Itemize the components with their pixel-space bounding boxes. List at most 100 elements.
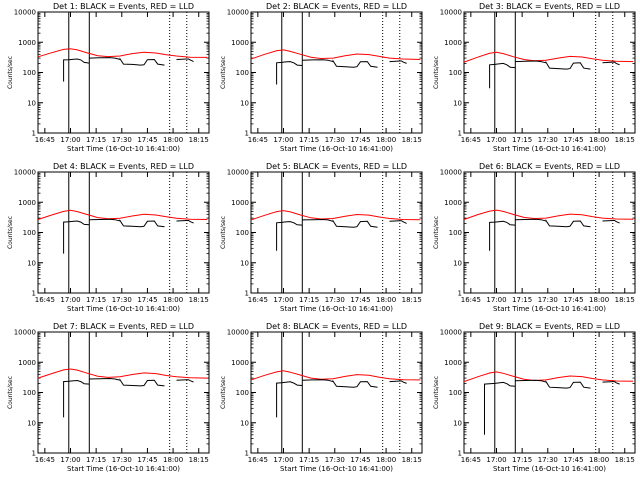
x-tick-label: 17:00 [273,136,293,144]
x-tick-label: 17:30 [538,136,558,144]
y-tick-label: 1 [32,290,36,298]
y-tick-label: 1 [245,290,249,298]
x-tick-label: 18:00 [376,136,396,144]
panel-title: Det 9: BLACK = Events, RED = LLD [479,322,620,331]
y-tick-label: 10000 [14,9,36,17]
events-series-line [63,57,194,82]
x-axis-label: Start Time (16-Oct-10 16:41:00) [493,145,606,153]
panel-title: Det 8: BLACK = Events, RED = LLD [266,322,407,331]
panel-title: Det 7: BLACK = Events, RED = LLD [53,322,194,331]
y-tick-label: 1 [458,290,462,298]
detector-panel: Det 5: BLACK = Events, RED = LLD 1 10 100 10… [220,162,423,313]
x-tick-label: 18:00 [163,296,183,304]
y-tick-label: 10000 [14,169,36,177]
x-tick-label: 17:00 [273,296,293,304]
events-series-line [489,60,620,89]
detector-panel: Det 3: BLACK = Events, RED = LLD 1 10 100 10… [433,2,636,153]
y-tick-label: 10 [27,99,36,107]
x-tick-label: 18:15 [402,136,422,144]
x-tick-label: 17:15 [512,136,532,144]
x-axis-label: Start Time (16-Oct-10 16:41:00) [67,305,180,313]
lld-series-line [250,49,421,60]
x-tick-label: 16:45 [248,296,268,304]
y-tick-label: 10000 [440,9,462,17]
y-tick-label: 1000 [231,199,249,207]
events-series-line [276,59,407,85]
x-tick-label: 17:45 [350,456,370,464]
x-tick-label: 16:45 [461,456,481,464]
x-tick-label: 17:30 [112,136,132,144]
plot-frame [463,331,636,454]
x-axis-label: Start Time (16-Oct-10 16:41:00) [493,305,606,313]
x-tick-label: 17:45 [563,456,583,464]
detector-panel: Det 8: BLACK = Events, RED = LLD 1 10 100 10… [220,322,423,473]
x-tick-label: 17:15 [86,456,106,464]
x-axis-label: Start Time (16-Oct-10 16:41:00) [493,465,606,473]
y-tick-label: 1 [245,450,249,458]
events-series-line [276,218,407,251]
y-axis-label: Counts/sec [7,56,14,89]
x-tick-label: 18:00 [163,456,183,464]
y-tick-label: 10 [453,259,462,267]
x-axis-label: Start Time (16-Oct-10 16:41:00) [280,305,393,313]
x-tick-label: 17:45 [563,136,583,144]
x-tick-label: 18:15 [189,136,209,144]
x-tick-label: 16:45 [35,136,55,144]
x-tick-label: 17:00 [486,456,506,464]
events-series-line [489,218,620,251]
y-tick-label: 10000 [227,169,249,177]
y-tick-label: 100 [23,229,36,237]
detector-panel: Det 9: BLACK = Events, RED = LLD 1 10 100 10… [433,322,636,473]
y-tick-label: 10 [27,259,36,267]
x-tick-label: 17:15 [299,456,319,464]
y-tick-label: 1000 [231,359,249,367]
y-tick-label: 10 [453,419,462,427]
events-series-line [63,377,194,418]
detector-panel: Det 6: BLACK = Events, RED = LLD 1 10 100 10… [433,162,636,313]
x-tick-label: 17:15 [86,296,106,304]
panel-title: Det 4: BLACK = Events, RED = LLD [53,162,194,171]
x-tick-label: 17:30 [325,456,345,464]
y-tick-label: 1 [245,130,249,138]
x-tick-label: 17:00 [60,136,80,144]
y-tick-label: 10 [240,419,249,427]
y-tick-label: 10 [240,259,249,267]
y-tick-label: 1000 [18,359,36,367]
y-tick-label: 10000 [227,9,249,17]
x-tick-label: 18:00 [589,296,609,304]
y-tick-label: 1 [32,450,36,458]
x-tick-label: 17:45 [563,296,583,304]
y-tick-label: 100 [236,229,249,237]
x-tick-label: 17:15 [299,136,319,144]
y-tick-label: 10000 [227,329,249,337]
y-tick-label: 100 [449,389,462,397]
x-tick-label: 16:45 [35,296,55,304]
x-tick-label: 18:15 [189,296,209,304]
y-tick-label: 1000 [231,39,249,47]
x-tick-label: 16:45 [248,136,268,144]
lld-series-line [37,368,208,379]
panel-title: Det 6: BLACK = Events, RED = LLD [479,162,620,171]
panel-title: Det 2: BLACK = Events, RED = LLD [266,2,407,11]
events-series-line [276,379,407,418]
x-tick-label: 17:30 [538,296,558,304]
x-tick-label: 18:00 [163,136,183,144]
y-axis-label: Counts/sec [433,56,440,89]
detector-panel: Det 4: BLACK = Events, RED = LLD 1 10 100 10… [7,162,210,313]
y-tick-label: 1000 [18,39,36,47]
x-tick-label: 17:45 [137,456,157,464]
x-tick-label: 18:00 [589,456,609,464]
x-tick-label: 16:45 [35,456,55,464]
y-axis-label: Counts/sec [220,216,227,249]
x-tick-label: 17:00 [486,136,506,144]
y-tick-label: 1 [458,450,462,458]
x-tick-label: 18:15 [615,136,635,144]
panel-title: Det 5: BLACK = Events, RED = LLD [266,162,407,171]
lld-series-line [463,371,634,383]
y-tick-label: 10 [27,419,36,427]
events-series-line [484,379,620,435]
y-tick-label: 100 [449,69,462,77]
x-tick-label: 17:00 [273,456,293,464]
y-tick-label: 10000 [440,169,462,177]
